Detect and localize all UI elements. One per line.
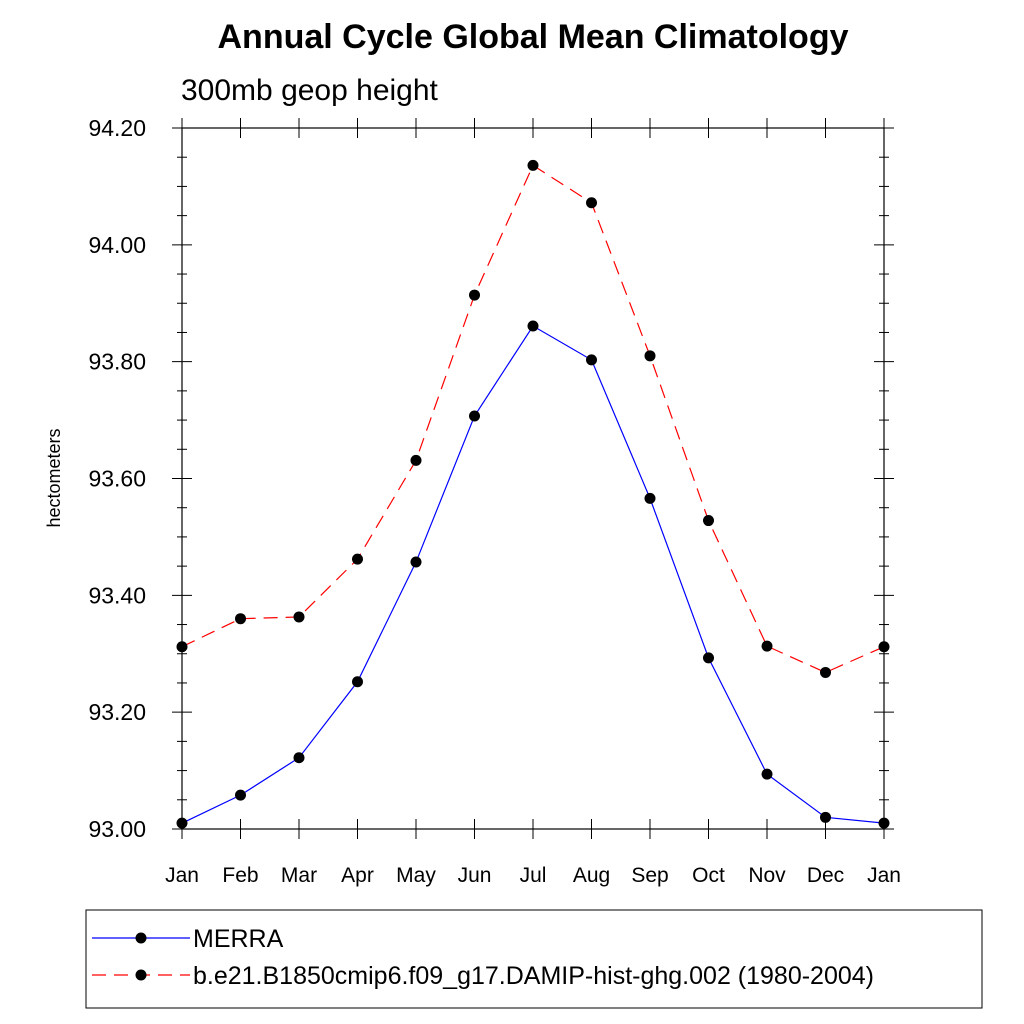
legend-box: [85, 909, 983, 1009]
x-tick-label: Jul: [520, 864, 547, 887]
x-tick-label: Dec: [807, 864, 844, 887]
series-1-point: [761, 640, 773, 652]
series-1-point: [235, 613, 246, 625]
series-1-point: [176, 641, 188, 653]
x-tick-label: Oct: [692, 864, 725, 887]
plot-frame: [181, 127, 885, 830]
y-tick-label: 93.60: [88, 466, 146, 492]
series-0-point: [586, 354, 597, 366]
x-tick-label: Apr: [341, 864, 374, 887]
series-0-point: [761, 768, 773, 780]
x-tick-label: May: [396, 864, 436, 887]
series-layer: [176, 159, 890, 829]
x-tick-label: Nov: [748, 864, 786, 887]
x-tick-label: Mar: [281, 864, 317, 887]
chart-title: Annual Cycle Global Mean Climatology: [218, 18, 849, 56]
series-1-point: [878, 641, 890, 653]
series-1-point: [644, 350, 656, 362]
y-tick-label: 94.20: [88, 115, 146, 141]
y-tick-label: 93.40: [88, 582, 146, 608]
series-1-point: [527, 159, 539, 171]
series-line-0: [181, 325, 885, 824]
x-tick-labels: Jan Feb Mar Apr May Jun Jul Aug Sep Oct Nov Dec Jan: [165, 864, 901, 887]
series-0-point: [235, 789, 246, 801]
series-1-point: [703, 515, 714, 527]
series-0-point: [352, 676, 363, 688]
x-tick-label: Aug: [573, 864, 610, 887]
x-tick-label: Jan: [867, 864, 901, 887]
legend-marker-1: [135, 969, 147, 981]
series-0-point: [703, 652, 714, 664]
series-0-point: [527, 320, 539, 332]
y-tick-label: 93.80: [88, 349, 146, 375]
x-tick-label: Sep: [631, 864, 668, 887]
y-tick-label: 93.00: [88, 816, 146, 842]
y-tick-labels: 93.00 93.20 93.40 93.60 93.80 94.00 94.20: [88, 115, 146, 842]
x-tick-label: Feb: [222, 864, 258, 887]
x-tick-label: Jan: [165, 864, 199, 887]
y-tick-label: 93.20: [88, 699, 146, 725]
series-1-point: [410, 454, 422, 466]
series-1-point: [586, 197, 597, 209]
legend-label-1: b.e21.B1850cmip6.f09_g17.DAMIP-hist-ghg.…: [193, 962, 874, 990]
series-1-point: [352, 553, 363, 565]
y-axis-label: hectometers: [44, 428, 64, 527]
chart-subtitle: 300mb geop height: [181, 74, 439, 107]
series-1-point: [469, 289, 480, 301]
series-0-point: [878, 817, 890, 829]
axis-ticks: [172, 118, 894, 839]
legend-label-0: MERRA: [193, 925, 284, 953]
x-tick-label: Jun: [458, 864, 492, 887]
series-0-point: [410, 556, 422, 568]
series-0-point: [293, 752, 305, 764]
series-1-point: [293, 611, 305, 623]
series-line-1: [181, 164, 885, 674]
series-1-point: [820, 666, 831, 678]
series-0-point: [176, 817, 188, 829]
series-0-point: [820, 811, 831, 823]
y-tick-label: 94.00: [88, 232, 146, 258]
legend-marker-0: [135, 932, 147, 944]
series-0-point: [644, 492, 656, 504]
legend: MERRA b.e21.B1850cmip6.f09_g17.DAMIP-hist…: [92, 925, 874, 990]
series-0-point: [469, 410, 480, 422]
